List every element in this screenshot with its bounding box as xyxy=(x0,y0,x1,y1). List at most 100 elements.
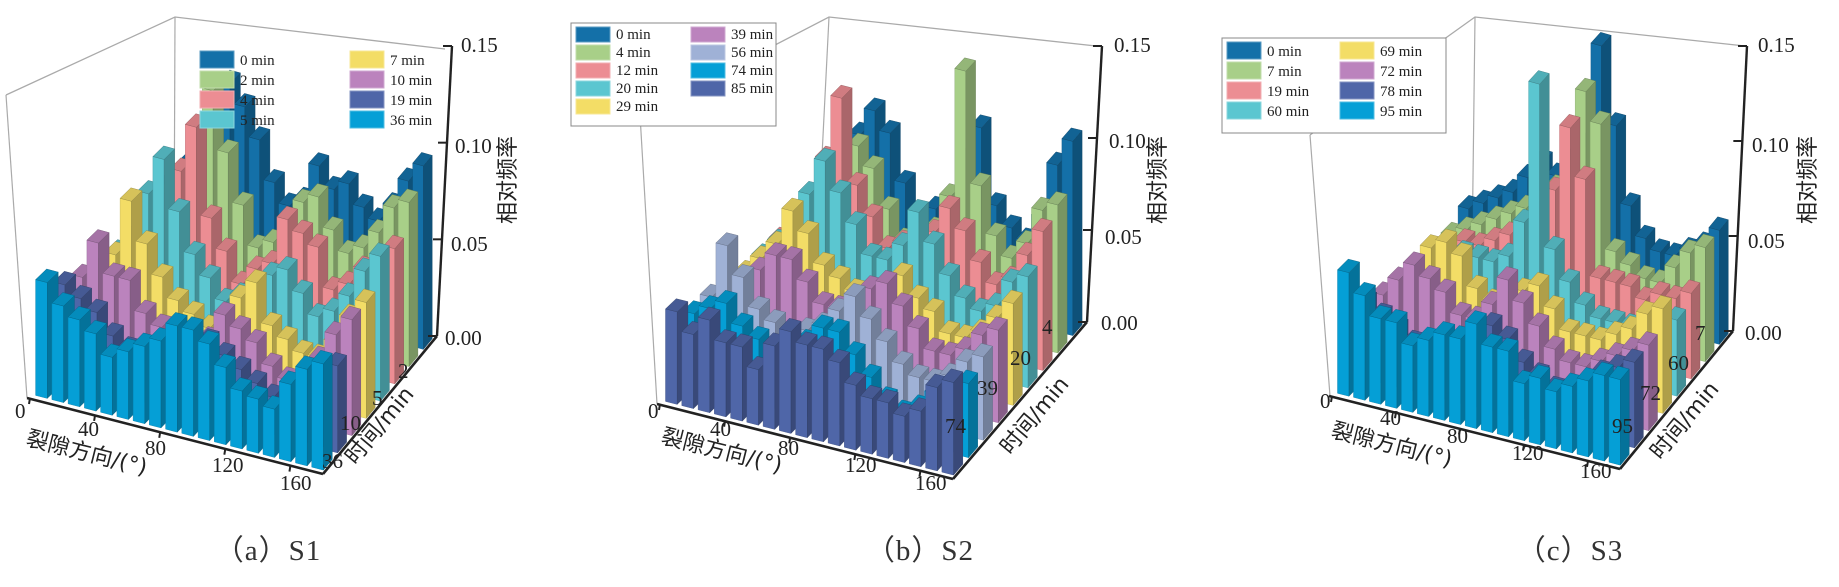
bar-top-face xyxy=(245,269,267,284)
bar-top-face xyxy=(922,297,945,312)
bar-top-face xyxy=(969,172,992,187)
bar-top-face xyxy=(1558,318,1580,333)
bar-top-face xyxy=(875,270,898,284)
bar-top-face xyxy=(847,132,870,147)
bar-top-face xyxy=(168,198,191,213)
bar-top-face xyxy=(1527,312,1550,327)
bar-side-face xyxy=(1705,236,1715,363)
bar-top-face xyxy=(1559,114,1581,129)
bar-front-face xyxy=(116,348,129,420)
x-tick-mark xyxy=(158,431,162,438)
x-tick-label: 80 xyxy=(778,436,799,460)
legend-swatch xyxy=(199,90,235,109)
x-tick-mark xyxy=(1586,460,1589,468)
x-tick-label: 120 xyxy=(212,453,244,477)
legend-label: 72 min xyxy=(1380,64,1423,80)
y-axis-line xyxy=(1618,330,1735,470)
x-tick-label: 0 xyxy=(1320,389,1331,413)
legend-item: 0 min xyxy=(199,50,275,69)
z-axis-title: 相对频率 xyxy=(1146,136,1171,224)
bar-top-face xyxy=(923,337,945,352)
bar-top-face xyxy=(101,322,124,337)
bar-top-face xyxy=(215,237,238,252)
bar-top-face xyxy=(763,309,787,323)
bar-front-face xyxy=(246,395,259,454)
bar-top-face xyxy=(340,305,362,321)
bar-front-face xyxy=(730,343,743,422)
bar-top-face xyxy=(263,168,285,183)
bar-front-face xyxy=(714,339,727,418)
bar-front-face xyxy=(1576,377,1589,458)
bar-side-face xyxy=(998,318,1008,424)
bar-top-face xyxy=(1480,333,1503,348)
y-tick-label: 20 xyxy=(1010,346,1031,370)
bar-top-face xyxy=(311,350,333,365)
x-tick-label: 40 xyxy=(710,417,731,441)
legend-label: 19 min xyxy=(1267,84,1310,100)
z-tick-label: 0.00 xyxy=(445,326,482,350)
legend-item: 10 min xyxy=(349,70,433,89)
y-tick-label: 72 xyxy=(1640,381,1661,405)
bar-top-face xyxy=(291,279,314,294)
bar-top-face xyxy=(922,230,945,245)
y-tick-label: 7 xyxy=(1695,321,1706,345)
z-tick-label: 0.10 xyxy=(455,134,492,158)
chart-panel-c: 0.000.050.100.15040801201607607295相对频率裂隙… xyxy=(1221,16,1821,567)
bar-front-face xyxy=(762,342,775,430)
bar-top-face xyxy=(730,333,753,348)
y-tick-label: 4 xyxy=(1042,315,1053,339)
bar-top-face xyxy=(714,290,738,304)
bar-front-face xyxy=(279,381,292,462)
bar-top-face xyxy=(1527,272,1550,287)
bar-top-face xyxy=(862,155,885,169)
bar-front-face xyxy=(181,326,194,437)
bar-front-face xyxy=(795,341,808,438)
bar-top-face xyxy=(1353,281,1376,297)
legend-label: 7 min xyxy=(1267,64,1302,80)
bar-front-face xyxy=(1592,372,1605,462)
bar-front-face xyxy=(1369,315,1382,405)
x-tick-mark xyxy=(1522,444,1525,451)
bar-front-face xyxy=(665,308,678,405)
bar-top-face xyxy=(1592,361,1614,376)
legend-label: 0 min xyxy=(1267,44,1302,60)
bar-36min-170 xyxy=(311,350,333,471)
bar-front-face xyxy=(1544,388,1557,450)
bar-top-face xyxy=(1464,310,1487,325)
bar-front-face xyxy=(1353,292,1366,401)
x-axis-line xyxy=(26,396,324,476)
x-tick-label: 80 xyxy=(145,436,166,460)
legend-swatch xyxy=(199,70,235,89)
bar-top-face xyxy=(230,377,253,392)
bar-top-face xyxy=(1634,265,1656,280)
chart-panel-a: 0.000.050.100.1504080120160251036相对频率裂隙方… xyxy=(5,16,521,567)
bar-front-face xyxy=(51,302,64,403)
bar-top-face xyxy=(1619,251,1641,266)
legend-label: 78 min xyxy=(1380,84,1423,100)
legend-swatch xyxy=(1226,41,1262,60)
z-tick-label: 0.15 xyxy=(1758,33,1795,57)
y-tick-label: 36 xyxy=(322,449,343,473)
bar-front-face xyxy=(811,346,824,443)
bar-top-face xyxy=(1543,235,1565,250)
bar-side-face xyxy=(408,191,419,368)
legend-swatch xyxy=(575,62,611,79)
bar-top-face xyxy=(1467,244,1490,259)
legend-item: 20 min xyxy=(575,80,659,97)
bar-top-face xyxy=(1000,214,1022,229)
legend-item: 56 min xyxy=(690,44,774,61)
bar-front-face xyxy=(1528,375,1541,446)
bar-top-face xyxy=(969,248,992,263)
bar-top-face xyxy=(1001,289,1023,304)
legend-swatch xyxy=(690,62,726,79)
bar-top-face xyxy=(166,286,190,301)
bar-top-face xyxy=(730,312,754,327)
bar-top-face xyxy=(985,222,1007,237)
bar-front-face xyxy=(1417,337,1430,417)
bar-top-face xyxy=(307,233,329,248)
bar-top-face xyxy=(53,271,77,286)
bar-front-face xyxy=(262,405,275,458)
bar-36min-110 xyxy=(213,353,236,446)
z-tick-label: 0.00 xyxy=(1101,311,1138,335)
bar-front-face xyxy=(697,317,710,413)
